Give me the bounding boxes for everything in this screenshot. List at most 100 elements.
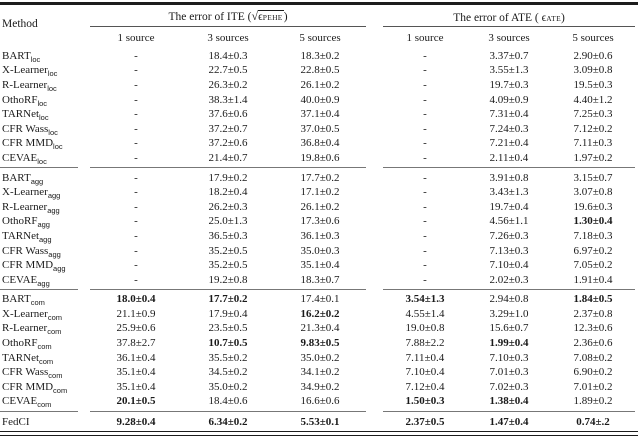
method-cell: TARNetagg bbox=[0, 230, 90, 243]
method-cell: CFR Wasscom bbox=[0, 366, 90, 379]
value-cell: 18.3±0.7 bbox=[300, 273, 340, 286]
value-cell: 19.7±0.3 bbox=[489, 78, 529, 91]
method-cell: OthoRFagg bbox=[0, 215, 90, 228]
table-row: CFR Wassagg - 35.2±0.5 35.0±0.3 - 7.13±0.3 6.9… bbox=[0, 243, 638, 258]
value-cell: 21.1±0.9 bbox=[116, 307, 156, 320]
value-cell: 3.55±1.3 bbox=[489, 64, 529, 77]
method-name: CEVAE bbox=[2, 151, 38, 164]
value-cell: 36.1±0.3 bbox=[300, 229, 340, 242]
value-cell: 7.01±0.2 bbox=[573, 380, 613, 393]
value-cell: 12.3±0.6 bbox=[573, 322, 613, 335]
value-cell: 25.9±0.6 bbox=[116, 322, 156, 335]
value-cell: 3.15±0.7 bbox=[573, 171, 613, 184]
method-subscript: agg bbox=[47, 205, 60, 215]
value-cell: - bbox=[134, 244, 138, 257]
value-cell: 38.3±1.4 bbox=[208, 93, 248, 106]
method-name: CEVAE bbox=[2, 395, 38, 408]
method-subscript: com bbox=[53, 386, 68, 396]
value-cell: 1.50±0.3 bbox=[405, 395, 445, 408]
value-cell: 7.21±0.4 bbox=[489, 137, 529, 150]
method-name: BART bbox=[2, 171, 31, 184]
table-row: TARNetagg - 36.5±0.3 36.1±0.3 - 7.26±0.3 7.18±… bbox=[0, 229, 638, 243]
value-cell: 17.1±0.2 bbox=[300, 186, 340, 199]
value-cell: - bbox=[423, 151, 427, 164]
table-row: FedCI 9.28±0.4 6.34±0.2 5.53±0.1 2.37±0.5 1.4… bbox=[0, 414, 638, 430]
value-cell: 21.4±0.7 bbox=[208, 151, 248, 164]
value-cell: 18.2±0.4 bbox=[208, 186, 248, 199]
value-cell: 18.3±0.2 bbox=[300, 49, 340, 62]
value-cell: 35.1±0.4 bbox=[116, 366, 156, 379]
table-row: X-Learneragg - 18.2±0.4 17.1±0.2 - 3.43±1.3 3.… bbox=[0, 185, 638, 199]
method-subscript: com bbox=[47, 327, 62, 337]
value-cell: 34.1±0.2 bbox=[300, 366, 340, 379]
value-cell: 36.5±0.3 bbox=[208, 229, 248, 242]
value-cell: 19.7±0.4 bbox=[489, 200, 529, 213]
value-cell: - bbox=[423, 259, 427, 272]
value-cell: 2.36±0.6 bbox=[573, 337, 613, 350]
method-cell: X-Learnercom bbox=[0, 308, 90, 323]
value-cell: 9.28±0.4 bbox=[116, 415, 156, 428]
value-cell: 3.29±1.0 bbox=[489, 307, 529, 320]
method-name: TARNet bbox=[2, 351, 40, 364]
value-cell: 34.9±0.2 bbox=[300, 380, 340, 393]
method-subscript: loc bbox=[47, 69, 58, 79]
value-cell: 6.34±0.2 bbox=[208, 415, 248, 428]
value-cell: 2.37±0.5 bbox=[405, 415, 445, 428]
value-cell: 2.11±0.4 bbox=[489, 151, 529, 164]
value-cell: 6.97±0.2 bbox=[573, 244, 613, 257]
value-cell: 1.99±0.4 bbox=[489, 337, 529, 350]
table-row: TARNetcom 36.1±0.4 35.5±0.2 35.0±0.2 7.11±0.… bbox=[0, 350, 638, 365]
method-cell: BARTloc bbox=[0, 50, 90, 63]
value-cell: - bbox=[423, 244, 427, 257]
ite-subcol-1source: 1 source bbox=[117, 31, 155, 44]
method-subscript: loc bbox=[47, 84, 57, 94]
ite-title-suffix: ) bbox=[283, 10, 288, 23]
value-cell: 7.05±0.2 bbox=[573, 259, 613, 272]
value-cell: 22.8±0.5 bbox=[300, 64, 340, 77]
value-cell: 1.91±0.4 bbox=[573, 273, 613, 286]
ate-subcol-3sources: 3 sources bbox=[488, 31, 530, 44]
method-name: CEVAE bbox=[2, 273, 38, 286]
method-cell: CFR Wassloc bbox=[0, 123, 90, 136]
value-cell: 16.2±0.2 bbox=[300, 307, 340, 320]
ate-group-title: The error of ATE ( ϵATE) bbox=[383, 12, 635, 27]
value-cell: 3.54±1.3 bbox=[405, 293, 445, 306]
group-separator-rule bbox=[0, 287, 638, 292]
value-cell: 26.1±0.2 bbox=[300, 200, 340, 213]
value-cell: 1.38±0.4 bbox=[489, 395, 529, 408]
value-cell: 5.53±0.1 bbox=[300, 415, 340, 428]
method-cell: TARNetcom bbox=[0, 351, 90, 365]
table-bottom-rule bbox=[0, 430, 638, 437]
value-cell: 34.5±0.2 bbox=[208, 366, 248, 379]
value-cell: - bbox=[134, 151, 138, 164]
ite-subcol-5sources: 5 sources bbox=[299, 31, 341, 44]
table-row: OthoRFagg - 25.0±1.3 17.3±0.6 - 4.56±1.1 1.30±… bbox=[0, 214, 638, 228]
value-cell: 37.6±0.6 bbox=[208, 108, 248, 121]
value-cell: - bbox=[134, 229, 138, 242]
table-row: CEVAEloc - 21.4±0.7 19.8±0.6 - 2.11±0.4 1.97±0… bbox=[0, 151, 638, 165]
value-cell: 7.24±0.3 bbox=[489, 122, 529, 135]
method-cell: R-Learnercom bbox=[0, 322, 90, 337]
method-name: OthoRF bbox=[2, 215, 38, 228]
value-cell: 1.30±0.4 bbox=[573, 215, 613, 228]
value-cell: 35.1±0.4 bbox=[300, 259, 340, 272]
value-cell: 17.9±0.2 bbox=[208, 171, 248, 184]
value-cell: 7.10±0.4 bbox=[489, 259, 529, 272]
value-cell: - bbox=[134, 273, 138, 286]
method-subscript: com bbox=[47, 313, 62, 323]
value-cell: - bbox=[134, 49, 138, 62]
method-cell: R-Learneragg bbox=[0, 201, 90, 215]
rule-segment-ite bbox=[90, 410, 366, 412]
value-cell: - bbox=[423, 171, 427, 184]
value-cell: 40.0±0.9 bbox=[300, 93, 340, 106]
epsilon-symbol: ϵ bbox=[541, 11, 547, 24]
method-name: OthoRF bbox=[2, 93, 38, 106]
value-cell: - bbox=[423, 215, 427, 228]
rule-segment-method bbox=[0, 167, 78, 169]
value-cell: 7.31±0.4 bbox=[489, 108, 529, 121]
value-cell: - bbox=[134, 259, 138, 272]
method-cell: FedCI bbox=[0, 416, 90, 428]
method-name: CFR MMD bbox=[2, 259, 54, 272]
value-cell: 7.12±0.4 bbox=[405, 380, 445, 393]
